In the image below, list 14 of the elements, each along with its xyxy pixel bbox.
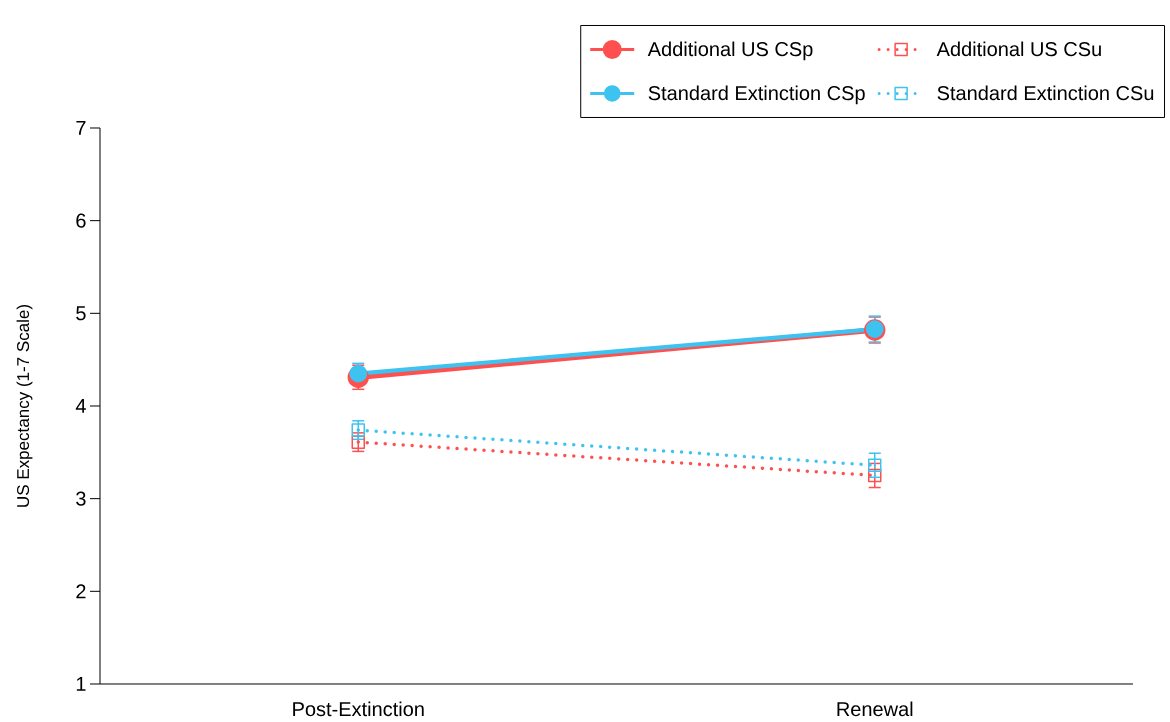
y-tick-label: 1 xyxy=(76,677,86,691)
y-tick-label: 7 xyxy=(76,121,86,135)
legend-label: Standard Extinction CSp xyxy=(648,85,865,105)
legend-label: Standard Extinction CSu xyxy=(937,85,1154,101)
y-tick-label: 4 xyxy=(75,399,86,413)
y-tick-label: 2 xyxy=(76,584,86,599)
legend-label: Additional US CSu xyxy=(936,41,1101,57)
y-tick-label: 5 xyxy=(76,306,86,321)
y-axis-title: US Expectancy (1-7 Scale) xyxy=(16,305,33,507)
x-tick-label: Post-Extinction xyxy=(293,701,424,717)
x-tick-label: Renewal xyxy=(837,701,913,717)
y-tick-label: 6 xyxy=(76,213,86,228)
legend-label: Additional US CSp xyxy=(647,41,813,61)
y-tick-label: 3 xyxy=(76,491,86,506)
